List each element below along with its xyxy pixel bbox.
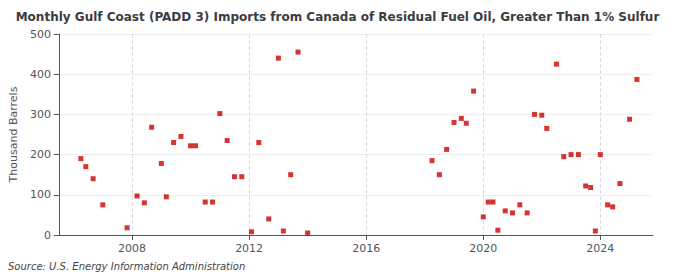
svg-text:Monthly Gulf Coast (PADD 3) Im: Monthly Gulf Coast (PADD 3) Imports from… bbox=[16, 10, 660, 24]
svg-text:2024: 2024 bbox=[586, 242, 614, 255]
svg-text:0: 0 bbox=[44, 229, 51, 242]
svg-text:500: 500 bbox=[30, 28, 51, 41]
svg-text:400: 400 bbox=[30, 68, 51, 81]
svg-text:100: 100 bbox=[30, 188, 51, 201]
svg-text:300: 300 bbox=[30, 108, 51, 121]
svg-text:200: 200 bbox=[30, 148, 51, 161]
svg-text:Source: U.S. Energy Informatio: Source: U.S. Energy Information Administ… bbox=[8, 261, 245, 272]
svg-text:2008: 2008 bbox=[118, 242, 146, 255]
svg-text:2016: 2016 bbox=[352, 242, 380, 255]
svg-text:2020: 2020 bbox=[469, 242, 497, 255]
svg-text:2012: 2012 bbox=[235, 242, 263, 255]
svg-text:Thousand Barrels: Thousand Barrels bbox=[7, 86, 20, 183]
